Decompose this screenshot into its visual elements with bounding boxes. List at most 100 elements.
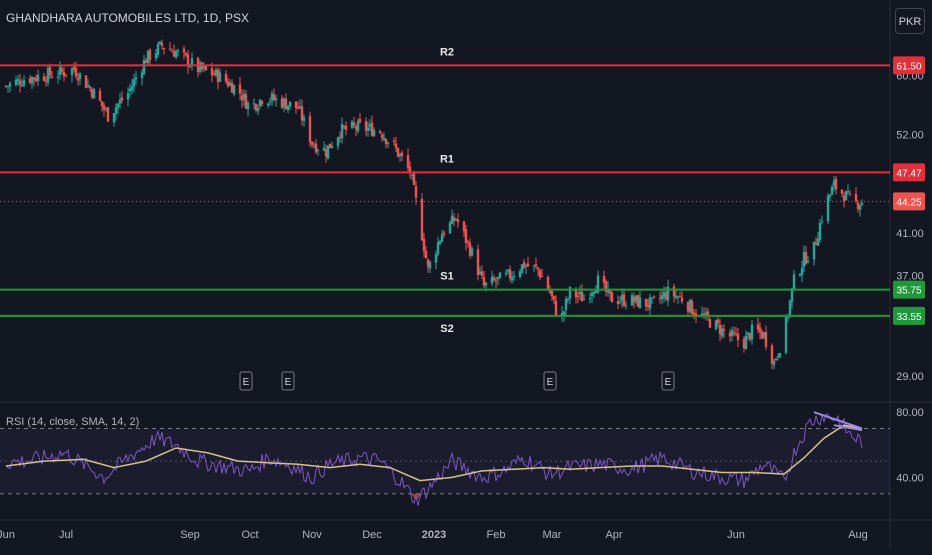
candle-body xyxy=(370,122,374,136)
candle-body xyxy=(424,251,428,259)
candle-body xyxy=(746,332,750,335)
candle-body xyxy=(172,50,176,57)
candle-body xyxy=(620,295,624,301)
candle-body xyxy=(758,327,762,333)
candle-body xyxy=(448,222,452,234)
candle-body xyxy=(114,107,118,114)
candle-body xyxy=(610,292,614,303)
candle-body xyxy=(552,295,556,300)
candle-body xyxy=(8,83,12,87)
candle-body xyxy=(174,51,178,58)
candle-body xyxy=(720,328,724,337)
rsi-line xyxy=(5,413,863,506)
candle-body xyxy=(302,117,306,121)
candle-body xyxy=(450,215,454,224)
candle-body xyxy=(708,318,712,328)
candle-body xyxy=(128,88,132,92)
candle-body xyxy=(412,172,416,185)
candle-body xyxy=(564,298,568,310)
last-price-tag-bg xyxy=(893,192,925,211)
candle-body xyxy=(532,265,536,267)
candle-body xyxy=(398,154,402,157)
candle-body xyxy=(800,267,804,276)
candle-body xyxy=(494,280,498,282)
candle-body xyxy=(748,333,752,340)
candle-body xyxy=(580,291,584,302)
candle-body xyxy=(314,143,318,153)
level-price-tag-bg xyxy=(893,306,925,325)
candle-body xyxy=(64,74,68,76)
candle-body xyxy=(30,76,34,84)
candle-body xyxy=(272,94,276,100)
candle-body xyxy=(42,76,46,81)
candle-body xyxy=(394,143,398,148)
candle-body xyxy=(244,94,248,109)
candle-body xyxy=(340,123,344,139)
candle-body xyxy=(386,142,390,144)
level-price-tag-bg xyxy=(893,163,925,182)
candle-body xyxy=(384,139,388,144)
earnings-marker xyxy=(281,371,295,391)
candle-body xyxy=(146,50,150,64)
candle-body xyxy=(834,178,838,190)
candle-body xyxy=(102,105,106,110)
rsi-divergence-line xyxy=(813,411,863,430)
candle-body xyxy=(410,174,414,176)
candle-body xyxy=(660,294,664,300)
candle-body xyxy=(252,103,256,105)
candle-body xyxy=(212,73,216,75)
candle-body xyxy=(186,54,190,67)
candle-body xyxy=(408,166,412,174)
candle-body xyxy=(760,331,764,339)
candle-body xyxy=(622,294,626,306)
candle-body xyxy=(534,264,538,267)
candle-body xyxy=(816,238,820,246)
candle-body xyxy=(154,53,158,59)
candle-body xyxy=(688,299,692,313)
candle-body xyxy=(184,52,188,56)
candle-body xyxy=(510,276,514,281)
time-tick-label: 2023 xyxy=(422,529,446,541)
candle-body xyxy=(230,82,234,93)
candle-body xyxy=(784,317,788,353)
candle-body xyxy=(744,335,748,350)
candle-body xyxy=(644,298,648,307)
currency-button[interactable]: PKR xyxy=(895,8,925,34)
level-price-tag: 35.75 xyxy=(896,286,921,297)
candle-body xyxy=(104,108,108,110)
candle-body xyxy=(130,86,134,91)
candle-body xyxy=(484,282,488,286)
price-tick-label: 29.00 xyxy=(896,371,924,383)
candle-body xyxy=(798,274,802,276)
candle-body xyxy=(508,269,512,279)
candle-body xyxy=(456,219,460,223)
candle-body xyxy=(454,219,458,221)
candle-body xyxy=(324,149,328,157)
candle-body xyxy=(414,185,418,198)
candle-body xyxy=(526,263,530,267)
candle-body xyxy=(818,222,822,241)
candle-body xyxy=(546,276,550,290)
time-tick-label: Jun xyxy=(0,529,15,541)
candle-body xyxy=(120,97,124,101)
candle-body xyxy=(226,81,230,87)
candle-body xyxy=(562,311,566,315)
candle-body xyxy=(368,123,372,127)
candle-body xyxy=(310,141,314,146)
candle-body xyxy=(322,147,326,151)
candle-body xyxy=(786,316,790,318)
candle-body xyxy=(58,66,62,76)
candle-body xyxy=(338,136,342,138)
candle-body xyxy=(560,313,564,316)
candle-body xyxy=(406,155,410,168)
candle-body xyxy=(820,220,824,222)
candle-body xyxy=(92,89,96,99)
candle-body xyxy=(134,77,138,80)
level-price-tag: 33.55 xyxy=(896,312,921,323)
candle-body xyxy=(294,101,298,108)
candle-body xyxy=(732,332,736,334)
price-tick-label: 37.00 xyxy=(896,270,924,282)
candle-body xyxy=(480,271,484,276)
